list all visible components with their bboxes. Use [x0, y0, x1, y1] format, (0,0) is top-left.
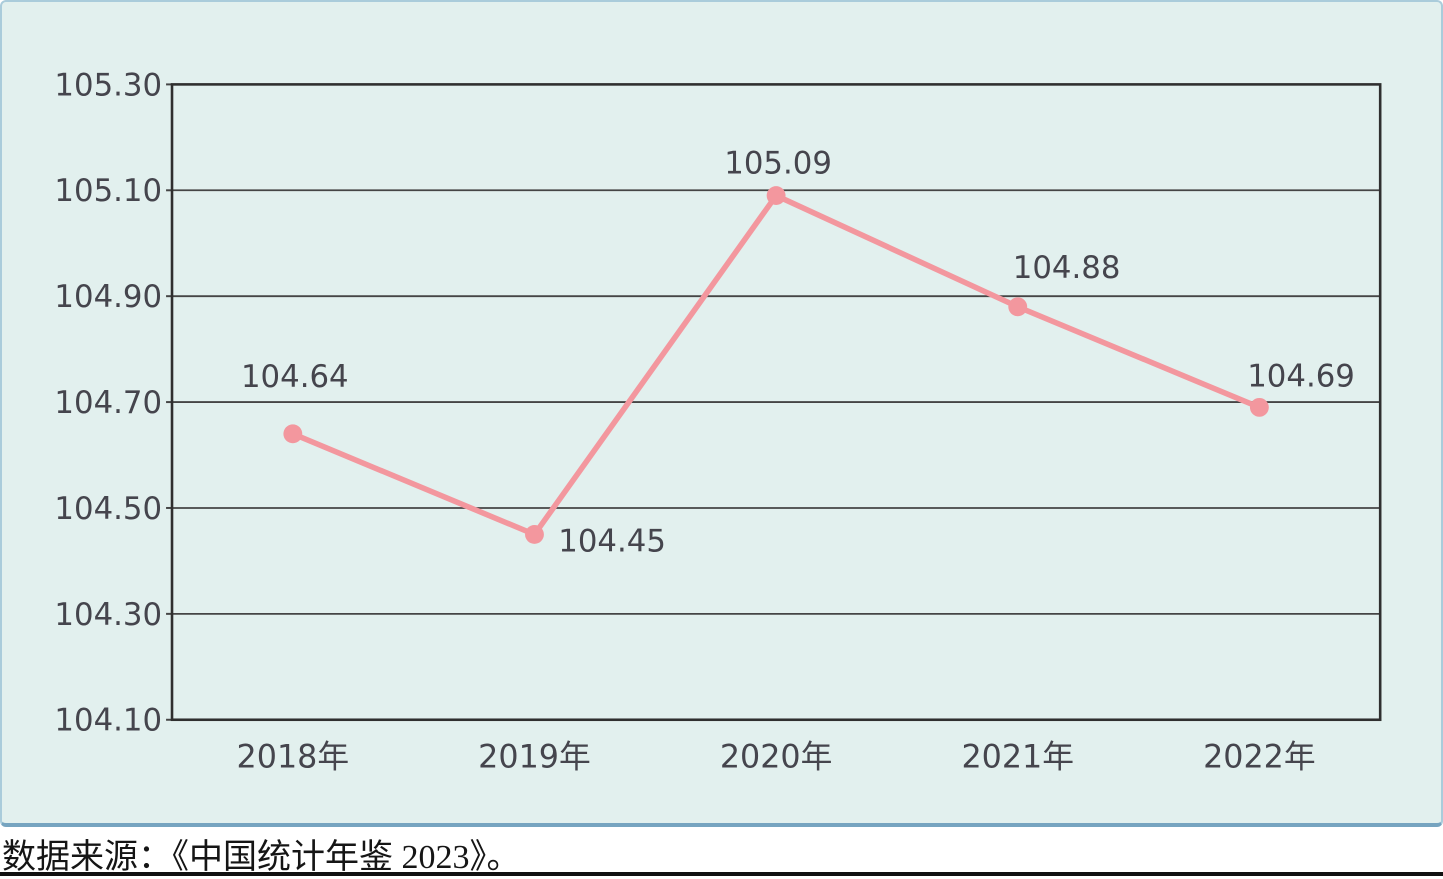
- data-point-label: 104.69: [1247, 359, 1355, 395]
- source-text: 数据来源：《中国统计年鉴 2023》。: [2, 838, 521, 876]
- x-tick-label: 2018年: [237, 739, 350, 775]
- y-tick-label: 105.10: [54, 173, 162, 209]
- data-point-label: 104.64: [241, 359, 349, 395]
- plot-frame: [170, 83, 1382, 722]
- y-tick-label: 105.30: [54, 67, 162, 103]
- y-tick-label: 104.50: [54, 491, 162, 527]
- bottom-rule: [0, 872, 1443, 876]
- x-tick-label: 2021年: [961, 739, 1074, 775]
- y-tick-label: 104.90: [54, 279, 162, 315]
- y-tick-label: 104.70: [54, 385, 162, 421]
- line-chart: 105.30 105.10 104.90 104.70 104.50 104.30 104.…: [54, 67, 1382, 775]
- data-point: [525, 525, 544, 544]
- y-tick-label: 104.10: [54, 703, 162, 739]
- x-tick-label: 2022年: [1203, 739, 1316, 775]
- data-point: [1008, 297, 1028, 317]
- data-point: [283, 424, 303, 444]
- x-tick-label: 2019年: [478, 739, 591, 775]
- x-tick-label: 2020年: [720, 739, 833, 775]
- source-note: 数据来源：《中国统计年鉴 2023》。: [0, 831, 1443, 876]
- data-point-label: 105.09: [724, 146, 832, 182]
- data-point-label: 104.45: [558, 523, 666, 559]
- chart-panel: 105.30 105.10 104.90 104.70 104.50 104.30 104.…: [0, 0, 1443, 827]
- data-line: [290, 192, 1263, 538]
- data-point: [766, 186, 786, 206]
- y-tick-label: 104.30: [54, 597, 162, 633]
- data-point: [1249, 397, 1269, 417]
- data-point-label: 104.88: [1013, 250, 1121, 286]
